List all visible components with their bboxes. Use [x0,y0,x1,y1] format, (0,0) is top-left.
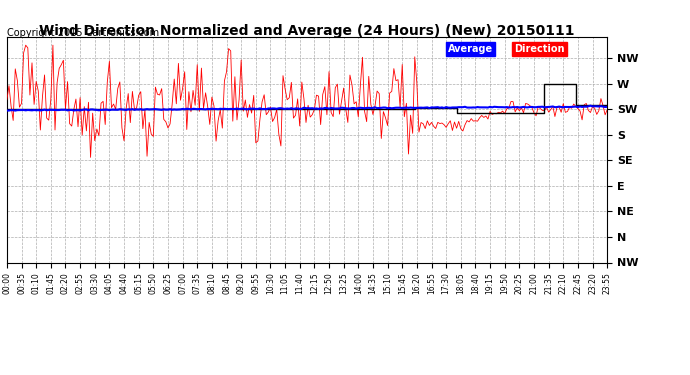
Text: Average: Average [448,44,493,54]
Text: Copyright 2015 Cartronics.com: Copyright 2015 Cartronics.com [7,28,159,38]
Text: Direction: Direction [514,44,564,54]
Title: Wind Direction Normalized and Average (24 Hours) (New) 20150111: Wind Direction Normalized and Average (2… [39,24,575,38]
